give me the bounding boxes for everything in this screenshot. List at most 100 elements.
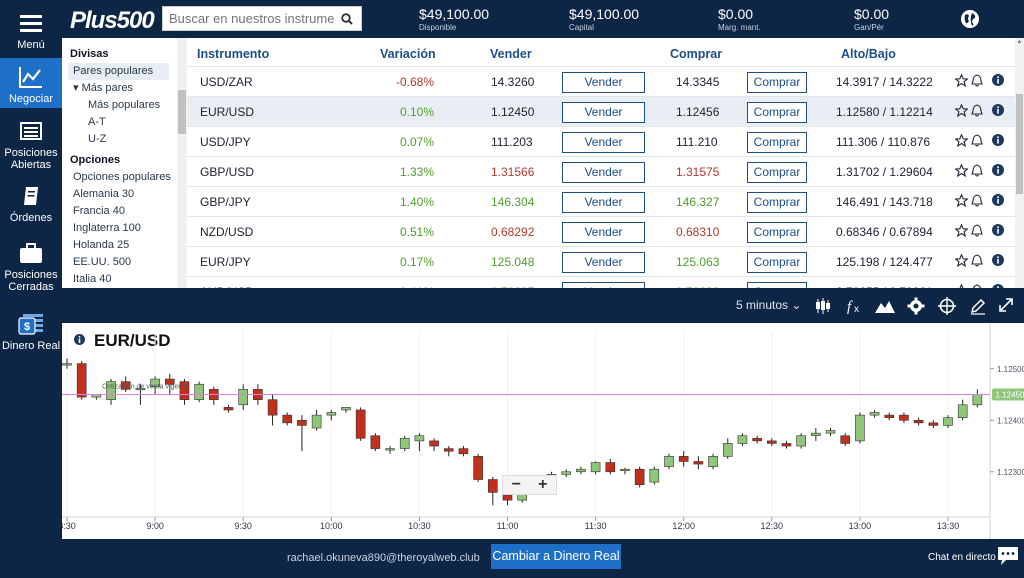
info-icon[interactable] <box>992 194 1004 209</box>
pencil-draw-icon[interactable] <box>969 297 987 318</box>
info-icon[interactable] <box>992 134 1004 149</box>
category-item[interactable]: ▾ Más pares <box>73 82 133 94</box>
info-icon[interactable] <box>992 104 1004 119</box>
sell-button[interactable]: Vender <box>562 72 645 93</box>
table-row[interactable]: EUR/USD 0.10% 1.12450 Vender 1.12456 Comprar 1… <box>187 96 1015 126</box>
bell-alert-icon[interactable] <box>971 224 983 240</box>
category-item[interactable]: EE.UU. 500 <box>73 256 132 268</box>
header-sell[interactable]: Vender <box>490 47 532 61</box>
bell-alert-icon[interactable] <box>971 134 983 150</box>
sell-button[interactable]: Vender <box>562 162 645 183</box>
instrument-name[interactable]: USD/ZAR <box>200 75 253 89</box>
header-buy[interactable]: Comprar <box>670 47 723 61</box>
candlestick-chart[interactable]: 1.12500 1.12400 1.12300 8:30 9:00 9:30 10:00 10… <box>62 323 1024 539</box>
sell-button[interactable]: Vender <box>562 102 645 123</box>
price-chart[interactable]: EUR/USD 1.12500 1.12400 1.12300 8:30 9:00 9:3… <box>62 323 1024 539</box>
info-icon[interactable] <box>992 284 1004 288</box>
star-favorite-icon[interactable] <box>954 223 969 240</box>
table-row[interactable]: USD/JPY 0.07% 111.203 Vender 111.210 Comprar 1… <box>187 126 1015 156</box>
buy-button[interactable]: Comprar <box>747 72 807 93</box>
star-favorite-icon[interactable] <box>954 163 969 180</box>
instrument-name[interactable]: AUD/USD <box>200 277 254 288</box>
nav-closed-positions[interactable]: Posiciones Cerradas <box>0 240 62 293</box>
switch-to-real-money-button[interactable]: Cambiar a Dinero Real <box>491 544 621 569</box>
category-item[interactable]: Más populares <box>88 99 161 111</box>
chat-bubble-icon[interactable] <box>996 545 1020 570</box>
star-favorite-icon[interactable] <box>954 103 969 120</box>
instrument-name[interactable]: NZD/USD <box>200 225 254 239</box>
star-favorite-icon[interactable] <box>954 193 969 210</box>
mountain-chart-icon[interactable] <box>874 297 896 318</box>
bell-alert-icon[interactable] <box>971 104 983 120</box>
instrument-name[interactable]: GBP/USD <box>200 165 255 179</box>
buy-button[interactable]: Comprar <box>747 222 807 243</box>
table-row[interactable]: AUD/USD 0.41% 0.70627 Vender 0.70638 Comprar 0… <box>187 276 1015 288</box>
category-item[interactable]: Pares populares <box>68 63 169 80</box>
table-row[interactable]: EUR/JPY 0.17% 125.048 Vender 125.063 Comprar 1… <box>187 246 1015 276</box>
globe-icon[interactable] <box>960 9 980 32</box>
buy-button[interactable]: Comprar <box>747 132 807 153</box>
buy-button[interactable]: Comprar <box>747 282 807 288</box>
star-favorite-icon[interactable] <box>954 73 969 90</box>
category-scrollbar-thumb[interactable] <box>178 90 186 134</box>
category-item[interactable]: Italia 40 <box>73 273 112 285</box>
instrument-name[interactable]: GBP/JPY <box>200 195 251 209</box>
table-scrollbar[interactable]: ▲ <box>1015 38 1024 288</box>
instrument-name[interactable]: EUR/USD <box>200 105 255 119</box>
info-icon[interactable] <box>74 334 85 348</box>
instrument-name[interactable]: USD/JPY <box>200 135 251 149</box>
table-row[interactable]: USD/ZAR -0.68% 14.3260 Vender 14.3345 Comprar… <box>187 66 1015 96</box>
table-row[interactable]: NZD/USD 0.51% 0.68292 Vender 0.68310 Comprar 0… <box>187 216 1015 246</box>
bell-alert-icon[interactable] <box>971 194 983 210</box>
bell-alert-icon[interactable] <box>971 74 983 90</box>
category-item[interactable]: U-Z <box>88 133 107 145</box>
category-item[interactable]: Francia 40 <box>73 205 125 217</box>
info-icon[interactable] <box>992 164 1004 179</box>
table-scrollbar-thumb[interactable] <box>1016 94 1023 194</box>
buy-button[interactable]: Comprar <box>747 192 807 213</box>
info-icon[interactable] <box>992 74 1004 89</box>
sell-button[interactable]: Vender <box>562 282 645 288</box>
header-change[interactable]: Variación <box>380 47 436 61</box>
header-high-low[interactable]: Alto/Bajo <box>841 47 896 61</box>
expand-fullscreen-icon[interactable] <box>998 297 1014 316</box>
live-chat-label[interactable]: Chat en directo <box>928 552 996 563</box>
nav-orders[interactable]: Órdenes <box>0 183 62 224</box>
info-icon[interactable] <box>992 254 1004 269</box>
zoom-in-button[interactable]: + <box>538 476 548 493</box>
crosshair-icon[interactable] <box>938 297 956 318</box>
category-item[interactable]: Alemania 30 <box>73 188 135 200</box>
category-item[interactable]: A-T <box>88 116 106 128</box>
star-favorite-icon[interactable] <box>954 253 969 270</box>
header-instrument[interactable]: Instrumento <box>197 47 270 61</box>
table-row[interactable]: GBP/USD 1.33% 1.31566 Vender 1.31575 Comprar 1… <box>187 156 1015 186</box>
category-item[interactable]: Inglaterra 100 <box>73 222 141 234</box>
timeframe-selector[interactable]: 5 minutos ⌄ <box>736 298 801 312</box>
bell-alert-icon[interactable] <box>971 164 983 180</box>
sell-button[interactable]: Vender <box>562 132 645 153</box>
category-scrollbar[interactable] <box>177 38 187 288</box>
nav-real-money[interactable]: $ Dinero Real <box>0 311 62 352</box>
instrument-name[interactable]: EUR/JPY <box>200 255 251 269</box>
zoom-out-button[interactable]: − <box>511 476 521 493</box>
sell-button[interactable]: Vender <box>562 192 645 213</box>
search-input[interactable] <box>163 7 335 30</box>
info-icon[interactable] <box>992 224 1004 239</box>
nav-menu[interactable]: Menú <box>0 10 62 51</box>
buy-button[interactable]: Comprar <box>747 102 807 123</box>
buy-button[interactable]: Comprar <box>747 162 807 183</box>
scroll-up-arrow[interactable]: ▲ <box>1016 39 1023 45</box>
candlestick-type-icon[interactable] <box>814 297 832 318</box>
sell-button[interactable]: Vender <box>562 252 645 273</box>
nav-trade[interactable]: Negociar <box>0 58 62 108</box>
bell-alert-icon[interactable] <box>971 284 983 288</box>
star-favorite-icon[interactable] <box>954 133 969 150</box>
table-row[interactable]: GBP/JPY 1.40% 146.304 Vender 146.327 Comprar 1… <box>187 186 1015 216</box>
buy-button[interactable]: Comprar <box>747 252 807 273</box>
nav-open-positions[interactable]: Posiciones Abiertas <box>0 118 62 171</box>
bell-alert-icon[interactable] <box>971 254 983 270</box>
sell-button[interactable]: Vender <box>562 222 645 243</box>
settings-gear-icon[interactable] <box>907 297 925 318</box>
category-item[interactable]: Holanda 25 <box>73 239 130 251</box>
